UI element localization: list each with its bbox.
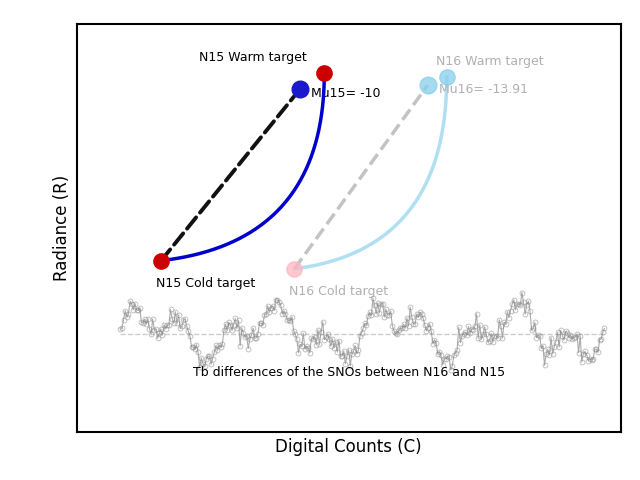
Text: Tb differences of the SNOs between N16 and N15: Tb differences of the SNOs between N16 a… [193,366,505,379]
Text: N15 Cold target: N15 Cold target [156,277,255,290]
Text: N16 Warm target: N16 Warm target [436,55,543,68]
Y-axis label: Radiance (R): Radiance (R) [53,175,71,281]
X-axis label: Digital Counts (C): Digital Counts (C) [275,438,422,456]
Text: N15 Warm target: N15 Warm target [199,51,307,64]
Text: Mu15= -10: Mu15= -10 [311,87,380,100]
Text: N16 Cold target: N16 Cold target [289,285,388,298]
Text: Mu16= -13.91: Mu16= -13.91 [438,84,527,96]
